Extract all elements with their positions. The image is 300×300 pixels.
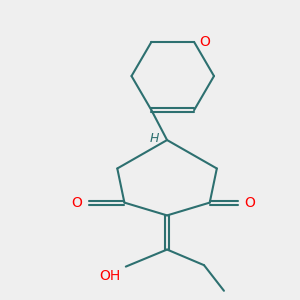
Text: OH: OH (100, 269, 121, 283)
Text: O: O (244, 196, 255, 210)
Text: H: H (150, 132, 159, 145)
Text: O: O (199, 35, 210, 49)
Text: O: O (72, 196, 83, 210)
